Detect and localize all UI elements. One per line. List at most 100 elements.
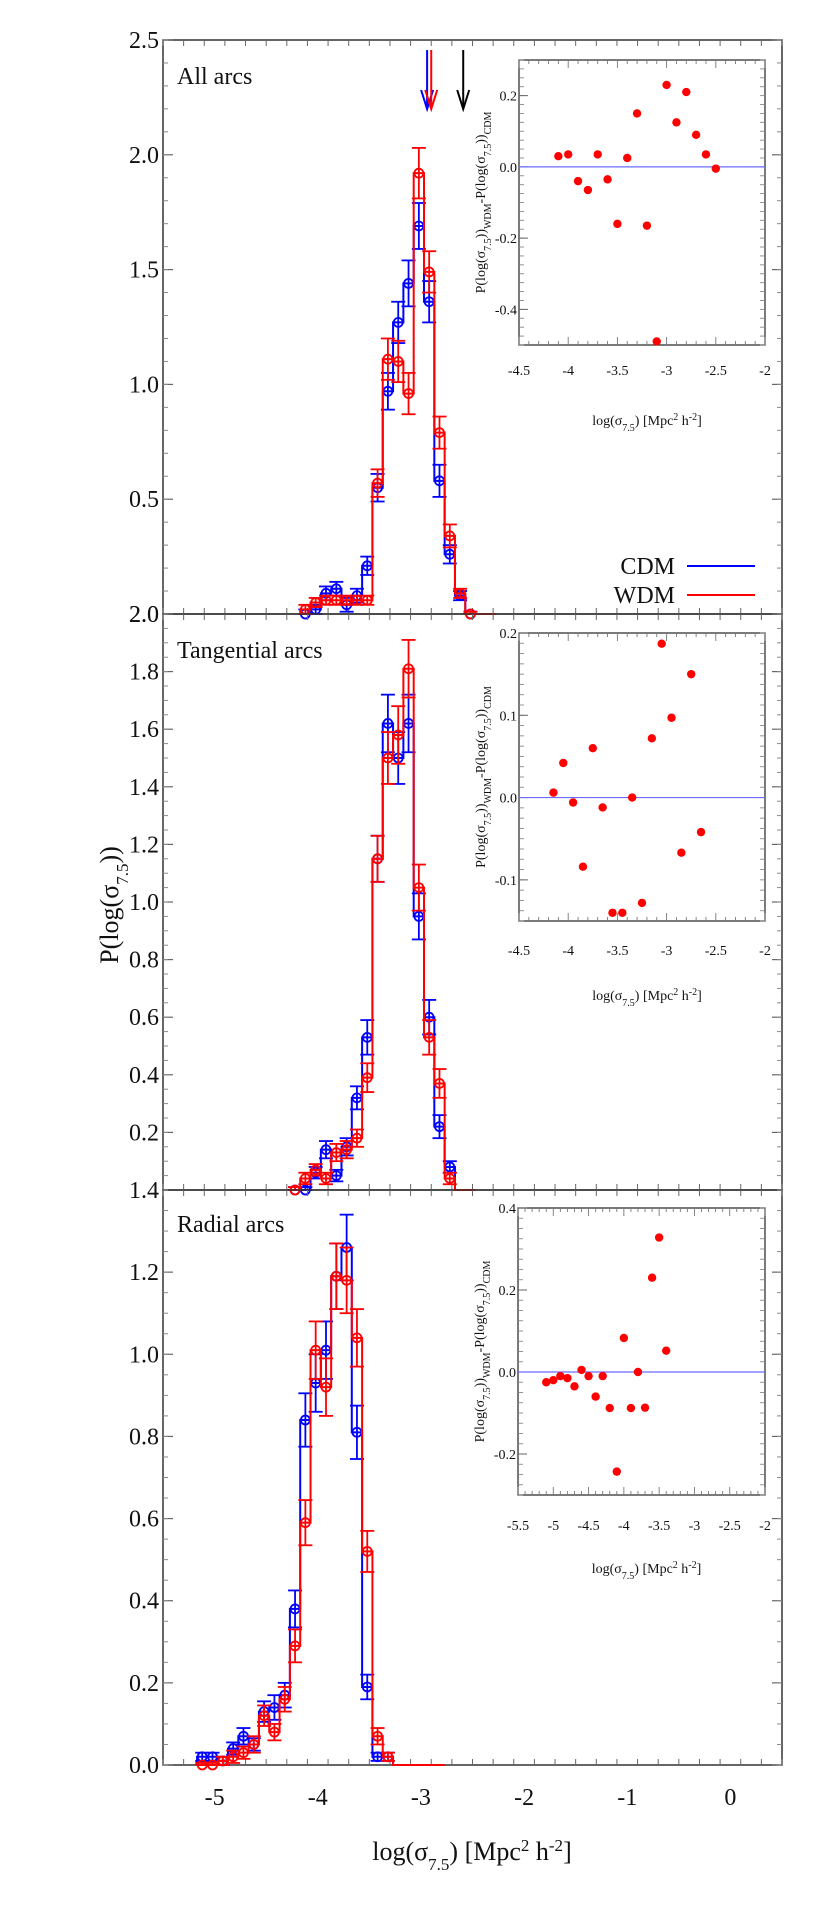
inset-x-tick-label: -2.5: [705, 944, 727, 959]
inset-x-tick-label: -3.5: [648, 1519, 670, 1534]
inset-data-point: [627, 793, 637, 802]
inset-data-point: [612, 1467, 621, 1476]
histogram-step-cdm: [196, 1246, 445, 1766]
y-tick-label: 0.4: [129, 1063, 159, 1089]
inset-data-point: [637, 898, 647, 908]
inset-data-point: [583, 185, 593, 195]
inset-y-axis-title: P(log(σ7.5))WDM-P(log(σ7.5))CDM: [474, 686, 494, 868]
inset-y-axis-title: P(log(σ7.5))WDM-P(log(σ7.5))CDM: [473, 1261, 493, 1443]
inset-x-tick-label: -3: [661, 364, 673, 379]
inset-x-axis-title: log(σ7.5) [Mpc2 h-2]: [592, 412, 702, 434]
y-tick-label: 0.6: [129, 1005, 159, 1031]
arrow-head-observed: [456, 89, 471, 113]
y-tick-label: 1.4: [129, 775, 159, 801]
inset-data-point: [591, 1392, 600, 1401]
y-tick-label: 2.0: [129, 143, 159, 169]
x-tick-label: -2: [514, 1785, 534, 1811]
inset-data-point: [640, 1403, 650, 1412]
y-tick-label: 1.0: [129, 1342, 159, 1368]
inset-x-tick-label: -4: [562, 944, 574, 959]
x-tick-label: -5: [205, 1785, 225, 1811]
inset-data-point: [549, 788, 558, 797]
inset-y-tick-label: 0.0: [500, 792, 518, 807]
y-tick-label: 1.8: [129, 660, 159, 686]
inset-y-tick-label: 0.2: [500, 627, 518, 642]
inset-data-point: [691, 130, 701, 140]
inset-frame: [518, 59, 766, 346]
y-tick-label: 0.8: [129, 948, 159, 974]
y-tick-label: 1.6: [129, 717, 159, 743]
inset-data-point: [605, 1403, 614, 1413]
inset-y-tick-label: -0.1: [495, 874, 517, 889]
y-tick-label: 2.0: [129, 602, 159, 628]
inset-data-point: [573, 176, 583, 186]
inset-panel-1: -4.5 -4 -3.5 -3 -2.5 -2 -0.4 -0.2 0.0 0.2 log(σ7.5…: [474, 59, 771, 434]
y-tick-label: 0.2: [129, 1120, 159, 1146]
inset-x-tick-label: -2.5: [719, 1519, 741, 1534]
panel-label: Radial arcs: [177, 1212, 284, 1238]
inset-y-tick-label: 0.1: [500, 709, 518, 724]
inset-x-axis-title: log(σ7.5) [Mpc2 h-2]: [592, 1560, 702, 1582]
inset-x-tick-label: -3.5: [606, 944, 628, 959]
inset-data-point: [542, 1378, 551, 1387]
legend: CDM WDM: [614, 554, 755, 609]
inset-data-point: [588, 744, 597, 753]
inset-data-point: [662, 1346, 671, 1355]
inset-data-point: [598, 1371, 607, 1381]
panel-2: 1.4 0.2 0.4 0.6 0.8 1.0 1.2 1.4 1.6 1.8 2.0 Tangent…: [129, 602, 783, 1204]
x-tick-label: 0: [724, 1785, 736, 1811]
legend-label-cdm: CDM: [620, 554, 675, 580]
inset-x-tick-label: -3: [661, 944, 673, 959]
inset-data-point: [633, 1367, 643, 1377]
inset-x-tick-label: -3: [689, 1519, 701, 1534]
inset-y-tick-label: -0.2: [494, 1448, 516, 1463]
inset-x-axis-title: log(σ7.5) [Mpc2 h-2]: [592, 987, 702, 1009]
inset-data-point: [608, 908, 617, 917]
y-tick-label: 0.6: [129, 1507, 159, 1533]
inset-data-point: [687, 669, 696, 679]
y-tick-label: 1.0: [129, 890, 159, 916]
histogram-step-wdm: [299, 172, 497, 615]
inset-data-point: [654, 1233, 664, 1242]
inset-data-point: [696, 827, 706, 837]
y-tick-label: 1.0: [129, 372, 159, 398]
arrow-head-wdm: [424, 89, 439, 113]
inset-data-point: [647, 734, 657, 743]
inset-data-point: [563, 1373, 572, 1383]
inset-x-tick-label: -5.5: [507, 1519, 529, 1534]
inset-data-point: [577, 1365, 586, 1375]
panel-label: All arcs: [177, 64, 252, 90]
inset-data-point: [619, 1333, 629, 1343]
inset-x-tick-label: -2: [759, 1519, 771, 1534]
series-wdm: [195, 1242, 445, 1771]
inset-x-tick-label: -3.5: [606, 364, 628, 379]
inset-data-point: [618, 908, 627, 917]
inset-x-tick-label: -2.5: [705, 364, 727, 379]
inset-x-tick-label: -4: [618, 1519, 630, 1534]
inset-data-point: [578, 862, 588, 871]
histogram-step-cdm: [300, 224, 497, 615]
inset-data-point: [584, 1371, 593, 1381]
inset-y-tick-label: 0.2: [499, 1284, 517, 1299]
series-wdm: [288, 639, 476, 1196]
y-tick-label: 0.4: [129, 1589, 159, 1615]
inset-y-tick-label: 0.0: [500, 161, 518, 176]
inset-data-point: [570, 1382, 579, 1391]
inset-data-point: [556, 1371, 565, 1381]
series-cdm: [195, 1213, 445, 1767]
inset-x-tick-label: -2: [759, 364, 771, 379]
inset-y-tick-label: 0.2: [500, 90, 518, 105]
y-tick-label: 1.2: [129, 832, 159, 858]
inset-frame: [518, 632, 766, 922]
y-axis-title: P(log(σ7.5)): [95, 846, 132, 964]
y-tick-label: 2.5: [129, 28, 159, 54]
series-wdm: [298, 147, 497, 620]
inset-data-point: [554, 151, 563, 161]
inset-x-tick-label: -4.5: [508, 944, 530, 959]
inset-data-point: [652, 337, 661, 346]
inset-data-point: [647, 1273, 657, 1282]
inset-y-tick-label: -0.2: [495, 232, 517, 247]
inset-y-tick-label: -0.4: [495, 303, 517, 318]
y-tick-label: 0.8: [129, 1424, 159, 1450]
inset-panel-3: -5.5 -5 -4.5 -4 -3.5 -3 -2.5 -2 -0.2 0.0 0.2 0.4 log…: [473, 1202, 771, 1582]
